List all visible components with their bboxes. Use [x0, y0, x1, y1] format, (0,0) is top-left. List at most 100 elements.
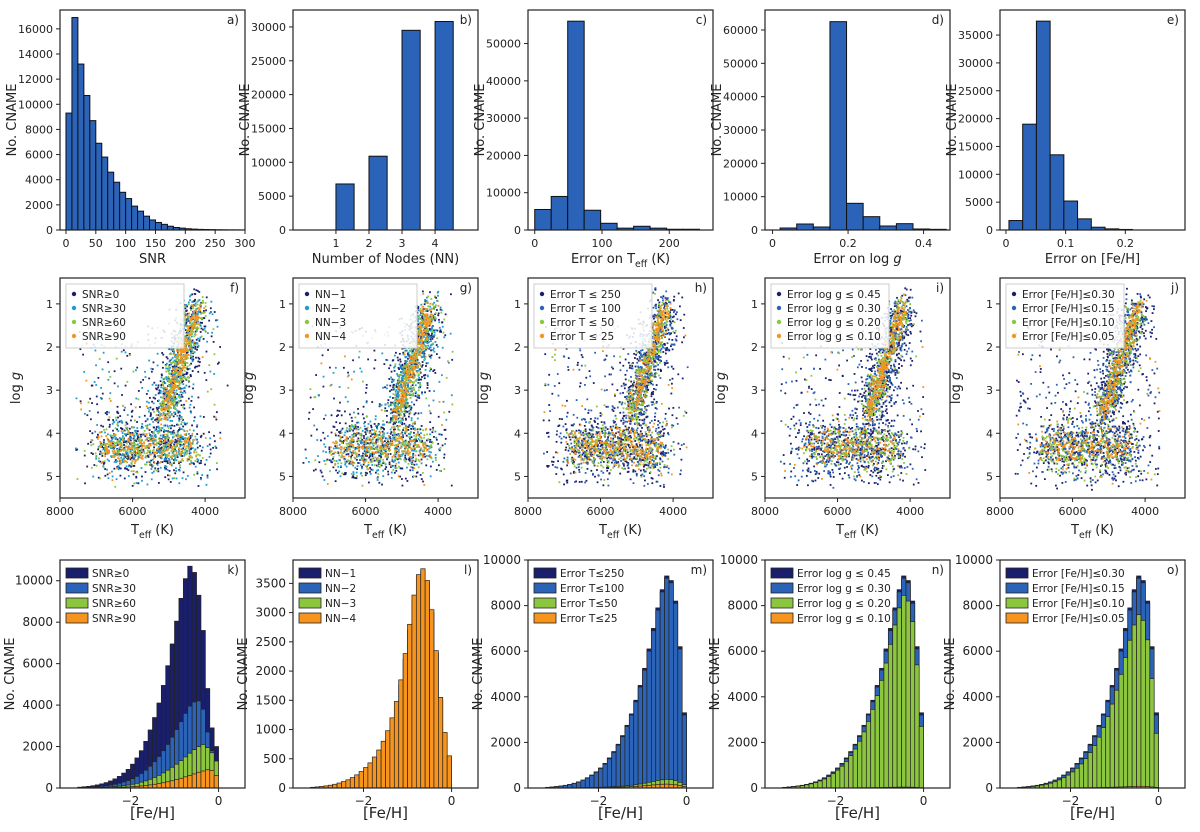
scatter-point: [141, 425, 143, 428]
scatter-point: [326, 435, 329, 437]
scatter-point: [123, 444, 125, 446]
scatter-point: [182, 425, 185, 428]
scatter-point: [167, 398, 170, 401]
scatter-point: [107, 477, 110, 480]
scatter-point: [389, 420, 392, 423]
scatter-point: [164, 412, 167, 415]
scatter-point: [157, 467, 160, 470]
scatter-point: [186, 362, 189, 364]
scatter-point: [163, 438, 166, 441]
scatter-point: [135, 452, 138, 454]
scatter-point: [156, 460, 159, 463]
scatter-point: [160, 423, 163, 426]
scatter-point: [414, 349, 417, 351]
scatter-point: [382, 462, 385, 464]
scatter-point: [171, 454, 174, 457]
scatter-point: [441, 346, 444, 349]
scatter-point: [153, 456, 155, 459]
scatter-point: [184, 453, 187, 456]
scatter-point: [369, 472, 372, 475]
scatter-point: [405, 407, 407, 410]
scatter-point: [423, 350, 425, 353]
scatter-point: [168, 401, 171, 404]
scatter-point: [160, 373, 163, 376]
scatter-point: [401, 386, 404, 389]
scatter-point: [153, 455, 156, 458]
scatter-point: [204, 325, 207, 328]
scatter-point: [376, 448, 379, 451]
scatter-point: [406, 403, 409, 406]
scatter-point: [129, 450, 132, 453]
scatter-point: [170, 445, 172, 447]
scatter-point: [159, 439, 162, 442]
scatter-point: [178, 462, 180, 465]
scatter-point: [199, 336, 202, 339]
scatter-point: [124, 433, 126, 435]
scatter-point: [337, 465, 340, 468]
scatter-point: [127, 438, 130, 441]
scatter-point: [170, 348, 173, 351]
x-tick-label: 100: [115, 237, 136, 250]
scatter-point: [363, 437, 365, 439]
scatter-point: [187, 334, 190, 337]
scatter-point: [166, 474, 169, 477]
scatter-point: [165, 457, 168, 460]
scatter-point: [185, 432, 188, 435]
scatter-point: [132, 432, 135, 435]
scatter-point: [148, 396, 151, 399]
scatter-point: [402, 436, 405, 439]
scatter-point: [358, 462, 361, 464]
scatter-point: [125, 465, 128, 468]
scatter-point: [407, 444, 410, 447]
scatter-point: [205, 483, 208, 486]
scatter-point: [182, 374, 184, 377]
scatter-point: [168, 353, 171, 355]
scatter-point: [401, 467, 404, 470]
scatter-point: [381, 426, 384, 429]
scatter-point: [184, 439, 186, 441]
scatter-point: [209, 307, 212, 310]
scatter-point: [413, 434, 416, 437]
scatter-point: [339, 437, 342, 439]
y-axis-label: No. CNAME: [710, 84, 725, 157]
scatter-point: [365, 438, 368, 441]
scatter-point: [401, 391, 404, 394]
scatter-point: [314, 459, 317, 462]
scatter-point: [373, 459, 376, 462]
scatter-point: [344, 431, 347, 434]
scatter-point: [179, 372, 181, 375]
scatter-point: [419, 371, 422, 374]
scatter-point: [317, 455, 319, 457]
scatter-point: [438, 449, 441, 452]
scatter-point: [421, 361, 424, 363]
scatter-point: [356, 475, 358, 477]
scatter-point: [122, 449, 125, 452]
scatter-point: [398, 352, 401, 355]
scatter-point: [144, 439, 147, 441]
scatter-point: [179, 454, 182, 457]
scatter-point: [381, 444, 384, 447]
x-axis-label: SNR: [139, 252, 166, 267]
scatter-point: [140, 449, 143, 452]
scatter-point: [426, 387, 429, 389]
scatter-point: [144, 376, 147, 378]
scatter-point: [429, 338, 432, 341]
scatter-point: [391, 458, 394, 461]
scatter-point: [420, 317, 423, 319]
scatter-point: [328, 448, 331, 451]
scatter-point: [355, 434, 357, 437]
scatter-point: [131, 445, 134, 448]
scatter-point: [190, 442, 193, 445]
scatter-point: [394, 451, 396, 454]
scatter-point: [211, 331, 213, 334]
scatter-point: [153, 443, 155, 446]
scatter-point: [345, 439, 348, 442]
scatter-point: [400, 478, 403, 480]
scatter-point: [194, 346, 197, 348]
scatter-point: [190, 448, 192, 451]
scatter-point: [159, 392, 162, 394]
scatter-point: [117, 467, 120, 469]
scatter-point: [407, 433, 410, 435]
scatter-point: [424, 310, 427, 313]
scatter-point: [113, 370, 116, 373]
